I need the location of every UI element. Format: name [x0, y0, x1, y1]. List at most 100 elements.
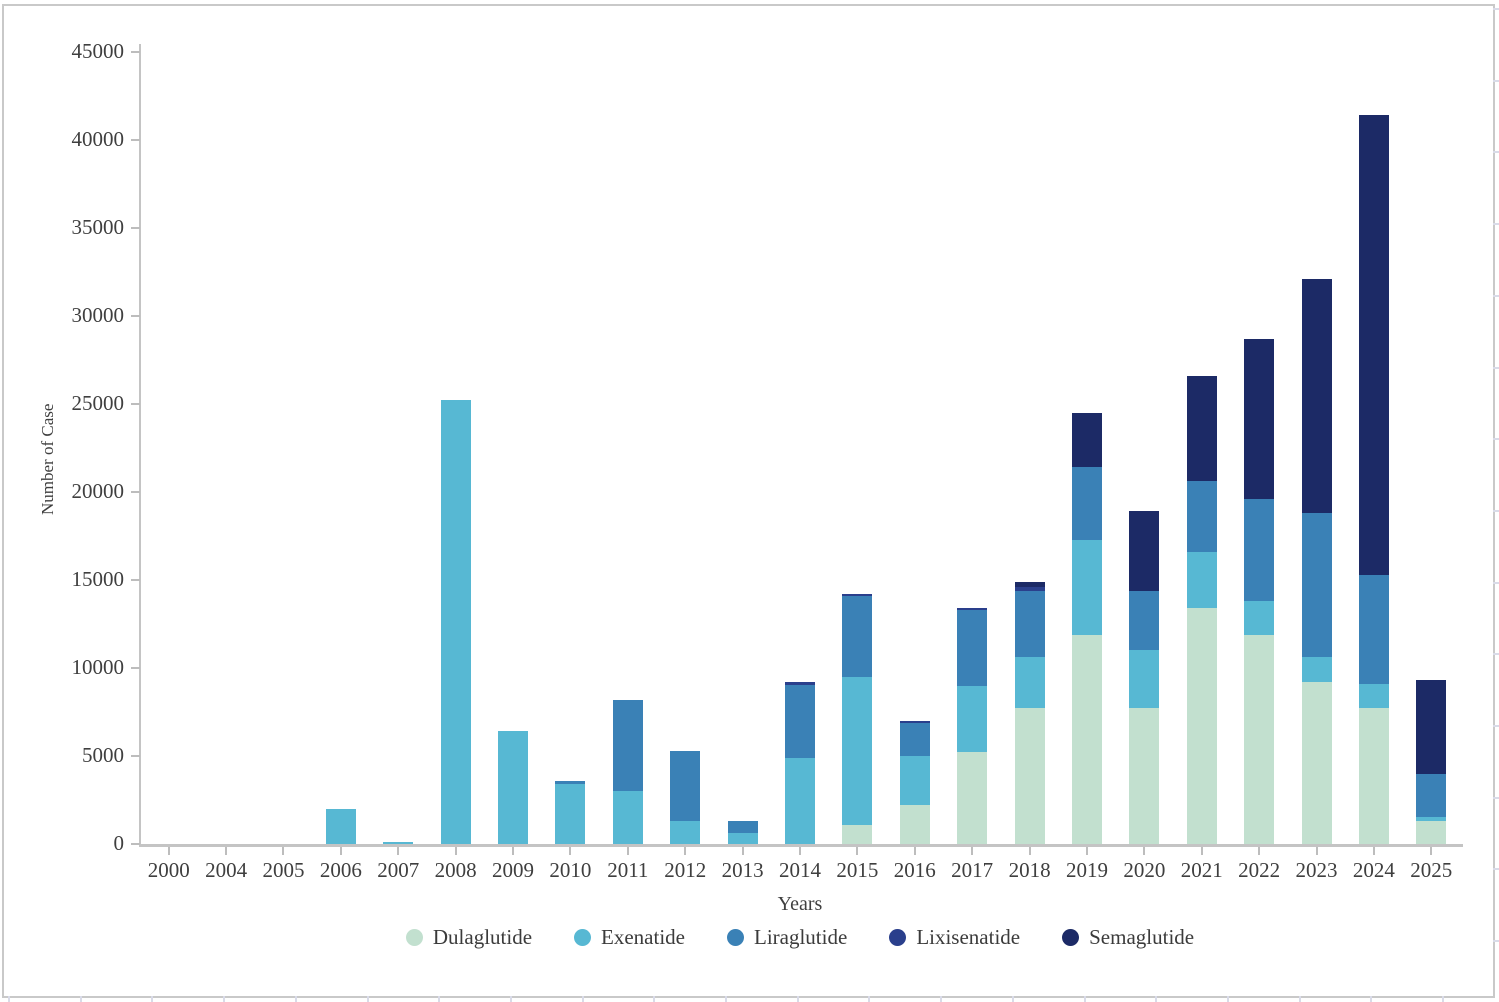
x-tick-label: 2012: [664, 858, 707, 882]
bar-segment-liraglutide: [785, 684, 815, 758]
legend-label: Lixisenatide: [916, 925, 1021, 949]
y-tick-mark: [131, 315, 140, 317]
bar-segment-liraglutide: [1416, 773, 1447, 817]
x-tick-mark: [684, 847, 687, 855]
bar-segment-exenatide: [1129, 650, 1160, 709]
bar-segment-exenatide: [727, 833, 758, 844]
edge-mark: [1493, 868, 1499, 871]
edge-mark: [940, 996, 943, 1002]
x-tick-mark: [569, 847, 572, 855]
bar-segment-lixisenatide: [785, 682, 815, 685]
edge-mark: [1226, 996, 1229, 1002]
x-tick-label: 2017: [951, 858, 994, 882]
edge-mark: [79, 996, 82, 1002]
edge-mark: [1442, 996, 1444, 1002]
edge-mark: [1083, 996, 1086, 1002]
edge-mark: [151, 996, 154, 1002]
bar-segment-exenatide: [785, 757, 815, 844]
x-tick-mark: [1372, 847, 1375, 855]
x-tick-label: 2024: [1352, 858, 1395, 882]
bar-segment-exenatide: [1014, 657, 1045, 709]
bar-segment-liraglutide: [1301, 513, 1332, 658]
x-tick-mark: [282, 847, 285, 855]
y-tick-mark: [131, 755, 140, 757]
x-tick-mark: [913, 847, 916, 855]
x-axis-title: Years: [777, 893, 823, 915]
edge-mark: [1493, 294, 1499, 297]
x-tick-label: 2008: [434, 858, 477, 882]
bar-segment-liraglutide: [555, 780, 586, 785]
x-tick-label: 2014: [779, 858, 821, 882]
edge-mark: [1493, 438, 1499, 441]
bar-segment-exenatide: [555, 784, 586, 844]
legend-item: Exenatide: [574, 925, 685, 950]
y-axis-line: [139, 44, 141, 844]
edge-mark: [1155, 996, 1158, 1002]
bar-segment-exenatide: [440, 400, 471, 844]
bar-segment-liraglutide: [1071, 467, 1102, 540]
x-tick-mark: [1315, 847, 1318, 855]
x-tick-label: 2009: [492, 858, 535, 882]
x-tick-label: 2011: [607, 858, 649, 882]
x-tick-mark: [1430, 847, 1433, 855]
bar-segment-exenatide: [612, 791, 643, 844]
edge-mark: [581, 996, 584, 1002]
x-tick-mark: [1143, 847, 1146, 855]
x-tick-label: 2015: [836, 858, 879, 882]
bar-segment-semaglutide: [1244, 338, 1275, 500]
edge-mark: [1493, 653, 1499, 656]
bar-segment-liraglutide: [670, 750, 701, 822]
y-tick-label: 45000: [71, 39, 125, 63]
y-tick-label: 10000: [71, 655, 125, 679]
x-tick-mark: [971, 847, 974, 855]
edge-mark: [1493, 8, 1499, 10]
bar-segment-liraglutide: [1186, 481, 1217, 552]
bar-segment-exenatide: [1301, 657, 1332, 683]
legend: Dulaglutide Exenatide Liraglutide Lixisenat…: [140, 925, 1460, 950]
edge-mark: [1493, 79, 1499, 82]
x-tick-mark: [856, 847, 859, 855]
y-tick-label: 15000: [71, 567, 125, 591]
x-tick-label: 2023: [1295, 858, 1338, 882]
bar-segment-exenatide: [498, 731, 529, 844]
edge-mark: [1011, 996, 1014, 1002]
edge-mark: [1493, 581, 1499, 584]
edge-mark: [1493, 509, 1499, 512]
edge-mark: [868, 996, 871, 1002]
bar-segment-exenatide: [957, 685, 988, 753]
bar-segment-dulaglutide: [1416, 821, 1447, 844]
y-tick-mark: [131, 843, 140, 845]
bar-segment-dulaglutide: [1014, 708, 1045, 844]
bar-segment-liraglutide: [612, 699, 643, 792]
bar-segment-semaglutide: [1358, 115, 1389, 575]
bar-segment-semaglutide: [1301, 279, 1332, 514]
edge-mark: [1493, 940, 1499, 943]
legend-label: Semaglutide: [1089, 925, 1195, 949]
legend-item: Semaglutide: [1062, 925, 1194, 950]
bar-segment-semaglutide: [1129, 511, 1160, 591]
edge-mark: [294, 996, 297, 1002]
x-tick-mark: [1028, 847, 1031, 855]
bar-segment-dulaglutide: [1358, 708, 1389, 844]
bar-segment-semaglutide: [1186, 375, 1217, 482]
edge-mark: [725, 996, 727, 1002]
bar-segment-liraglutide: [1129, 590, 1160, 651]
edge-mark: [1493, 796, 1499, 799]
legend-dot: [1062, 929, 1080, 946]
edge-mark: [1493, 151, 1499, 154]
bar-segment-semaglutide: [1014, 581, 1045, 588]
legend-label: Dulaglutide: [432, 925, 533, 949]
bar-segment-lixisenatide: [842, 594, 873, 596]
bar-segment-liraglutide: [1014, 590, 1045, 658]
x-tick-label: 2006: [319, 858, 362, 882]
edge-mark: [1493, 366, 1499, 369]
x-tick-mark: [741, 847, 744, 855]
x-tick-mark: [454, 847, 457, 855]
bar-segment-exenatide: [1186, 551, 1217, 609]
bar-segment-liraglutide: [1358, 574, 1389, 684]
x-tick-mark: [1258, 847, 1261, 855]
bar-segment-exenatide: [325, 808, 356, 844]
x-tick-label: 2004: [205, 858, 248, 882]
legend-item: Dulaglutide: [405, 925, 533, 950]
